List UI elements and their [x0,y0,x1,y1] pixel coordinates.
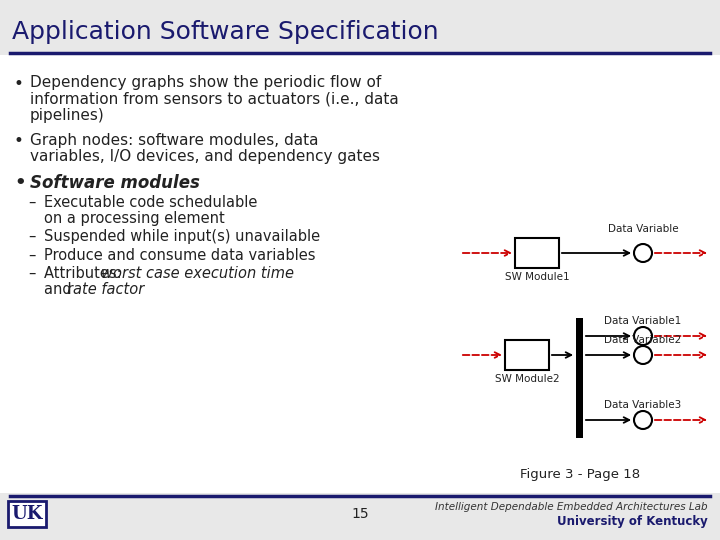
Text: –: – [28,195,35,210]
Text: on a processing element: on a processing element [44,211,225,226]
Circle shape [634,327,652,345]
Text: Figure 3 - Page 18: Figure 3 - Page 18 [520,468,640,481]
Circle shape [634,411,652,429]
Bar [515,238,559,268]
Text: Data Variable2: Data Variable2 [604,335,682,345]
Bar [0,493,720,540]
Text: –: – [28,266,35,281]
Circle shape [634,244,652,262]
Text: information from sensors to actuators (i.e., data: information from sensors to actuators (i… [30,91,399,106]
Text: Intelligent Dependable Embedded Architectures Lab: Intelligent Dependable Embedded Architec… [436,502,708,512]
Bar [505,340,549,370]
Text: Suspended while input(s) unavailable: Suspended while input(s) unavailable [44,229,320,244]
Bar [0,0,720,55]
Text: worst case execution time: worst case execution time [101,266,294,281]
Text: SW Module1: SW Module1 [505,272,570,282]
Text: variables, I/O devices, and dependency gates: variables, I/O devices, and dependency g… [30,149,380,164]
Text: –: – [28,247,35,262]
Text: Dependency graphs show the periodic flow of: Dependency graphs show the periodic flow… [30,75,382,90]
Bar [576,318,583,438]
Text: •: • [14,75,24,93]
Text: Graph nodes: software modules, data: Graph nodes: software modules, data [30,132,318,147]
Text: Data Variable: Data Variable [608,224,678,234]
Text: 15: 15 [351,507,369,521]
Text: and: and [44,281,76,296]
Bar [8,501,46,527]
Text: University of Kentucky: University of Kentucky [557,515,708,528]
Text: Attributes:: Attributes: [44,266,126,281]
Text: Data Variable3: Data Variable3 [604,400,682,410]
Text: UK: UK [12,505,42,523]
Text: Data Variable1: Data Variable1 [604,316,682,326]
Circle shape [634,346,652,364]
Text: Application Software Specification: Application Software Specification [12,20,438,44]
Text: rate factor: rate factor [67,281,144,296]
Text: Executable code schedulable: Executable code schedulable [44,195,257,210]
Text: Produce and consume data variables: Produce and consume data variables [44,247,315,262]
Text: pipelines): pipelines) [30,108,104,123]
Text: SW Module2: SW Module2 [495,374,559,384]
Text: Software modules: Software modules [30,173,200,192]
Text: •: • [14,132,24,151]
Text: •: • [14,173,26,192]
Bar [0,55,720,500]
Text: :: : [140,173,145,192]
Text: –: – [28,229,35,244]
